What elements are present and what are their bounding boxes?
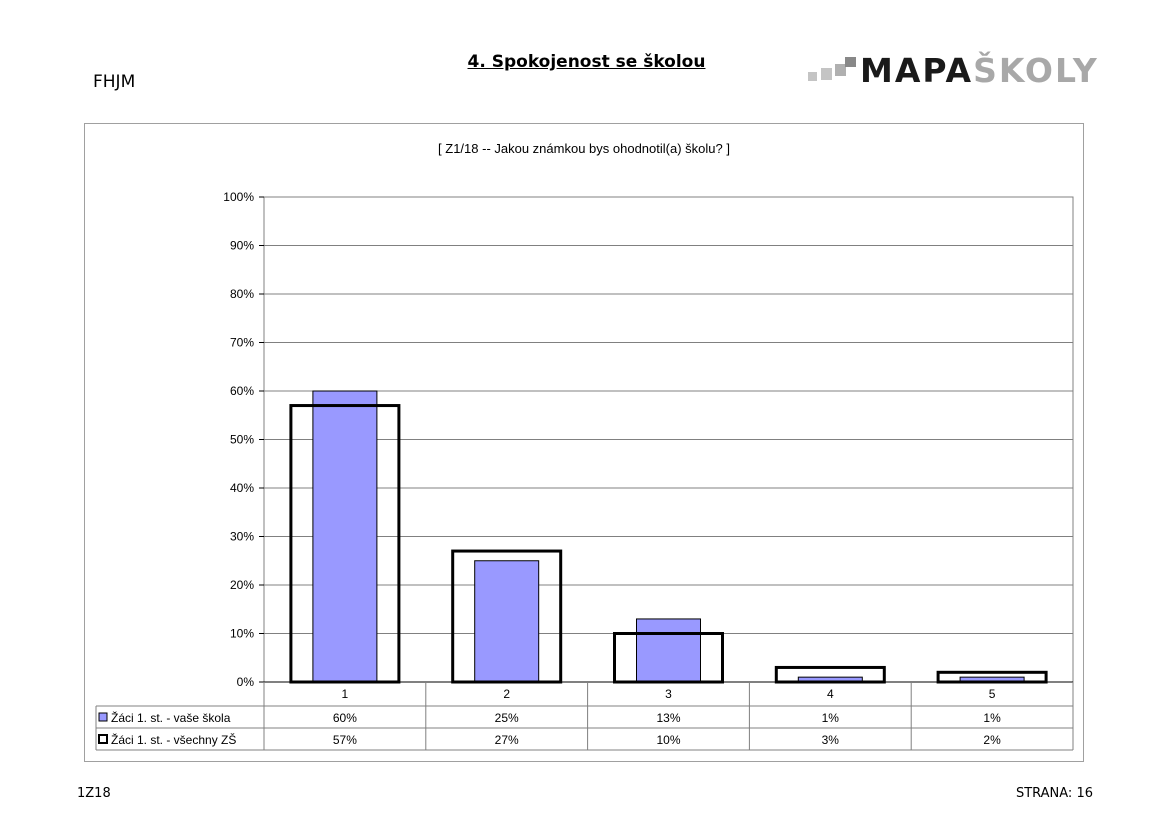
logo-square-3 — [835, 64, 846, 76]
y-tick-label: 0% — [237, 675, 255, 689]
logo-text-light: ŠKOLY — [973, 51, 1099, 90]
legend-label-series-1: Žáci 1. st. - vaše škola — [111, 710, 231, 725]
y-tick-label: 100% — [223, 190, 254, 204]
logo-text: MAPAŠKOLY — [860, 51, 1099, 90]
bar-series-1 — [474, 560, 540, 683]
page-title-text: 4. Spokojenost se školou — [467, 52, 706, 72]
x-tick-label: 4 — [827, 687, 834, 701]
data-label-series-2: 27% — [495, 733, 519, 747]
chart-title: [ Z1/18 -- Jakou známkou bys ohodnotil(a… — [438, 141, 730, 156]
y-tick-label: 50% — [230, 433, 254, 447]
logo-text-dark: MAPA — [860, 51, 974, 90]
y-tick-label: 70% — [230, 336, 254, 350]
logo-square-1 — [808, 72, 817, 81]
data-label-series-2: 2% — [983, 733, 1001, 747]
data-label-series-2: 3% — [822, 733, 840, 747]
data-label-series-2: 10% — [656, 733, 680, 747]
y-tick-label: 40% — [230, 481, 254, 495]
data-label-series-1: 60% — [333, 711, 357, 725]
x-tick-label: 3 — [665, 687, 672, 701]
x-tick-label: 1 — [342, 687, 349, 701]
y-tick-label: 10% — [230, 627, 254, 641]
data-label-series-1: 13% — [656, 711, 680, 725]
y-tick-label: 30% — [230, 530, 254, 544]
bar-series-1 — [636, 618, 701, 683]
y-tick-label: 90% — [230, 239, 254, 253]
data-label-series-1: 1% — [822, 711, 840, 725]
school-code: FHJM — [93, 72, 136, 92]
data-label-series-1: 1% — [983, 711, 1001, 725]
legend-key-series-1 — [98, 712, 108, 722]
bar-series-1 — [312, 390, 378, 683]
y-tick-label: 60% — [230, 384, 254, 398]
data-label-series-2: 57% — [333, 733, 357, 747]
footer-page-number: STRANA: 16 — [1015, 786, 1093, 801]
x-tick-label: 5 — [989, 687, 996, 701]
footer-code: 1Z18 — [77, 786, 111, 801]
x-tick-label: 2 — [503, 687, 510, 701]
logo-square-2 — [821, 68, 832, 80]
data-label-series-1: 25% — [495, 711, 519, 725]
legend-label-series-2: Žáci 1. st. - všechny ZŠ — [111, 732, 236, 747]
page-title: 4. Spokojenost se školou — [0, 52, 1169, 72]
mapa-skoly-logo: MAPAŠKOLY — [808, 51, 1097, 90]
legend-key-series-2 — [98, 734, 108, 744]
y-tick-label: 80% — [230, 287, 254, 301]
logo-square-4 — [845, 57, 856, 67]
y-tick-label: 20% — [230, 578, 254, 592]
chart-frame — [84, 123, 1084, 762]
